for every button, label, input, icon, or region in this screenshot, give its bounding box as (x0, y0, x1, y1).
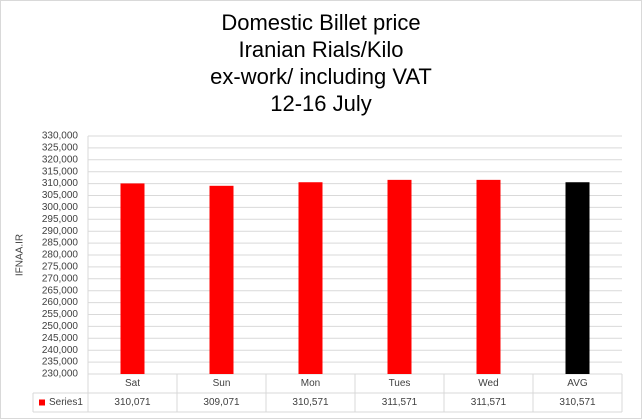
y-tick-label: 240,000 (42, 345, 79, 356)
chart-title: Domestic Billet price (221, 10, 420, 35)
data-table-value: 310,571 (292, 397, 329, 408)
data-table-value: 310,071 (114, 397, 151, 408)
y-tick-label: 245,000 (42, 333, 79, 344)
y-tick-label: 325,000 (42, 143, 79, 154)
y-tick-label: 285,000 (42, 238, 79, 249)
y-tick-label: 270,000 (42, 273, 79, 284)
y-tick-label: 290,000 (42, 226, 79, 237)
data-table-value: 310,571 (559, 397, 596, 408)
x-tick-label: Wed (478, 378, 498, 389)
y-tick-label: 255,000 (42, 309, 79, 320)
x-tick-label: Sun (213, 378, 231, 389)
y-tick-label: 250,000 (42, 321, 79, 332)
y-tick-label: 305,000 (42, 190, 79, 201)
legend-label: Series1 (49, 397, 83, 408)
y-tick-label: 235,000 (42, 357, 79, 368)
chart-title: ex-work/ including VAT (210, 64, 432, 89)
y-tick-label: 260,000 (42, 297, 79, 308)
y-tick-label: 310,000 (42, 178, 79, 189)
x-tick-label: Tues (389, 378, 411, 389)
data-table-value: 311,571 (382, 397, 418, 408)
data-table-value: 309,071 (203, 397, 240, 408)
y-tick-label: 315,000 (42, 166, 79, 177)
bar (565, 182, 590, 374)
chart-title: Iranian Rials/Kilo (238, 37, 403, 62)
legend-swatch (39, 399, 45, 406)
y-tick-label: 295,000 (42, 214, 79, 225)
data-table-value: 311,571 (471, 397, 507, 408)
x-tick-label: Mon (301, 378, 320, 389)
y-axis-label: IFNAA.IR (15, 234, 26, 276)
y-tick-label: 265,000 (42, 285, 79, 296)
chart-title: 12-16 July (270, 91, 372, 116)
y-tick-label: 320,000 (42, 154, 79, 165)
y-tick-label: 280,000 (42, 250, 79, 261)
bar (298, 182, 323, 374)
bar (209, 185, 234, 374)
x-tick-label: Sat (125, 378, 140, 389)
bar (387, 179, 412, 374)
y-tick-label: 275,000 (42, 262, 79, 273)
x-tick-label: AVG (567, 378, 588, 389)
y-tick-label: 330,000 (42, 131, 79, 142)
y-tick-label: 300,000 (42, 202, 79, 213)
bar (476, 179, 501, 374)
y-tick-label: 230,000 (42, 369, 79, 380)
bar (120, 183, 145, 374)
